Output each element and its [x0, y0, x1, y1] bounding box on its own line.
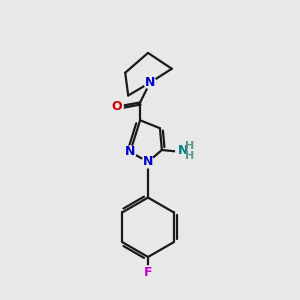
Circle shape: [144, 77, 156, 88]
Circle shape: [142, 156, 154, 168]
Text: F: F: [144, 266, 152, 279]
Circle shape: [176, 143, 194, 161]
Circle shape: [124, 146, 136, 158]
Text: N: N: [125, 146, 135, 158]
Text: N: N: [178, 143, 188, 157]
Text: H: H: [185, 151, 194, 161]
Text: N: N: [143, 155, 153, 168]
Text: H: H: [185, 141, 194, 151]
Circle shape: [141, 266, 155, 280]
Text: O: O: [111, 100, 122, 113]
Text: N: N: [145, 76, 155, 89]
Circle shape: [110, 100, 123, 113]
